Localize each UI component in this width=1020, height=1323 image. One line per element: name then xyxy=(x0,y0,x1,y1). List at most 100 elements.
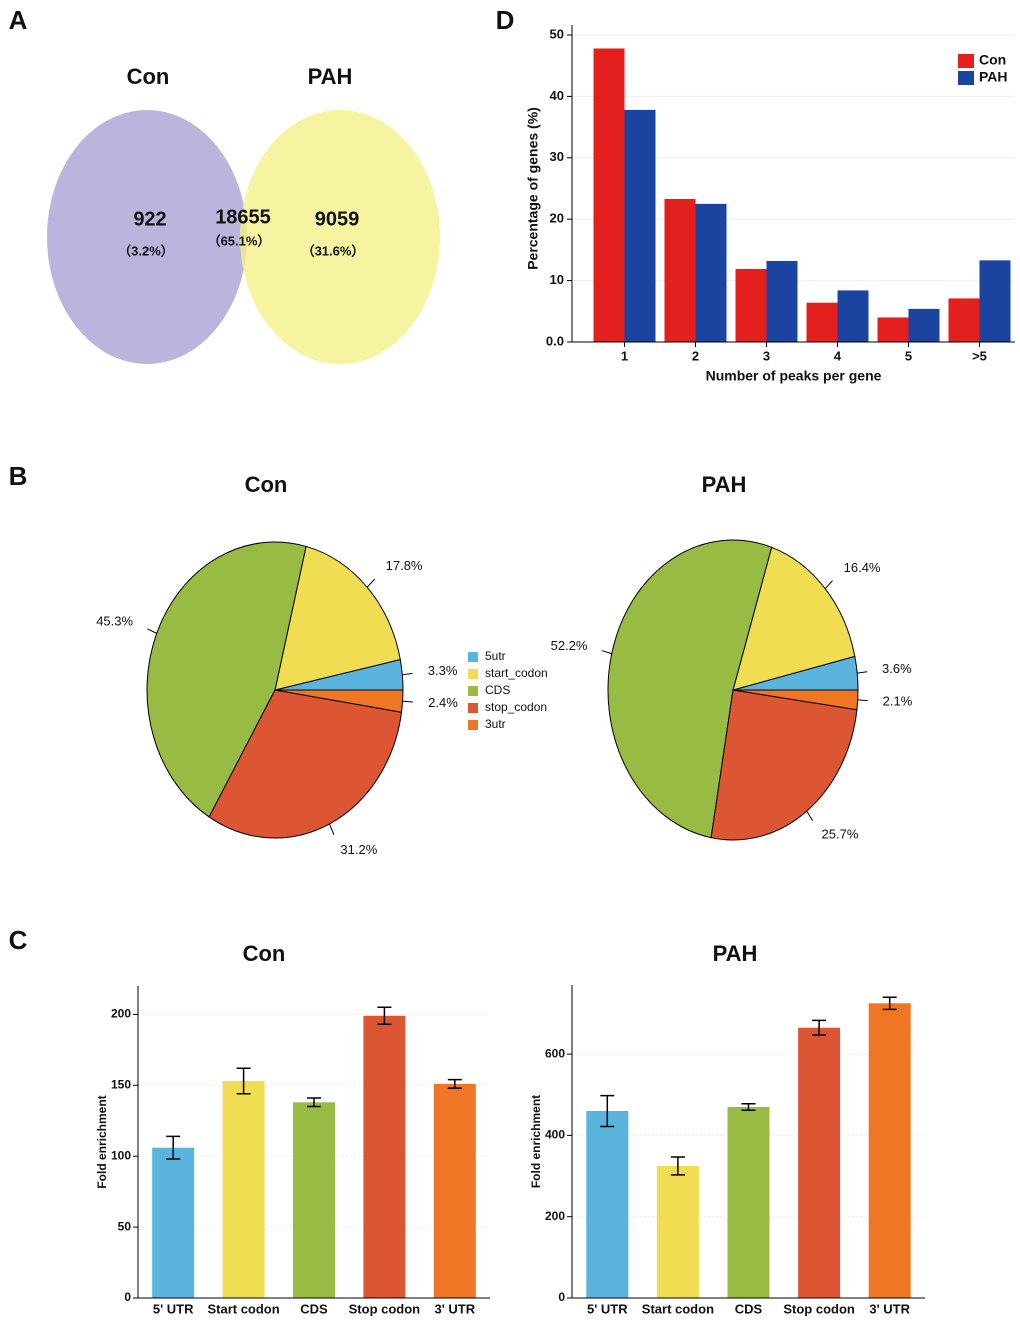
bar xyxy=(624,109,656,343)
y-tick-label: 200 xyxy=(111,1007,131,1021)
error-bar xyxy=(447,1078,462,1089)
bar xyxy=(908,308,940,342)
slice-label: 3.3% xyxy=(428,663,458,678)
leader-line xyxy=(329,823,335,835)
legend-label: Con xyxy=(979,52,1006,68)
bar xyxy=(806,302,838,342)
slice-label: 2.4% xyxy=(428,695,458,710)
leader-line xyxy=(857,699,868,702)
y-axis-label: Fold enrichment xyxy=(95,1095,109,1188)
x-tick-label: >5 xyxy=(972,348,987,363)
pie-slice xyxy=(732,689,859,711)
y-tick-label: 0.0 xyxy=(546,333,564,348)
pie-slice xyxy=(208,689,403,839)
bar xyxy=(593,48,625,343)
panel-label: B xyxy=(9,461,28,491)
chart-title: PAH xyxy=(713,941,758,966)
error-bar xyxy=(236,1067,251,1095)
x-axis-label: Number of peaks per gene xyxy=(706,368,882,384)
x-tick-label: 3' UTR xyxy=(434,1301,475,1316)
leader-line xyxy=(147,628,157,634)
bar xyxy=(664,198,696,342)
region-percent: （65.1%） xyxy=(208,233,271,248)
pie-slice xyxy=(607,539,773,839)
leader-line xyxy=(402,700,413,703)
y-tick-label: 20 xyxy=(550,211,564,226)
bar xyxy=(656,1165,699,1298)
bar xyxy=(837,290,869,342)
chart-title: Con xyxy=(243,941,286,966)
legend-label: PAH xyxy=(979,69,1008,85)
error-bar xyxy=(307,1097,321,1108)
bar xyxy=(152,1147,195,1298)
region-count: 18655 xyxy=(215,206,271,228)
error-bar xyxy=(166,1135,181,1160)
legend-swatch xyxy=(468,686,478,696)
y-axis-label: Percentage of genes (%) xyxy=(525,107,541,270)
x-tick-label: 5' UTR xyxy=(153,1301,194,1316)
y-tick-label: 10 xyxy=(550,272,564,287)
leader-line xyxy=(824,580,833,590)
region-percent: （31.6%） xyxy=(302,243,365,258)
x-tick-label: Start codon xyxy=(207,1301,279,1316)
y-tick-label: 100 xyxy=(111,1148,131,1162)
legend-swatch xyxy=(468,652,478,662)
pie-slice xyxy=(732,546,856,691)
bar xyxy=(868,1003,911,1298)
legend-swatch xyxy=(468,669,478,679)
leader-line xyxy=(857,671,868,674)
slice-label: 31.2% xyxy=(340,842,377,857)
slice-label: 17.8% xyxy=(386,558,423,573)
region-count: 9059 xyxy=(315,208,360,230)
bar xyxy=(979,260,1011,342)
bar xyxy=(695,203,727,342)
error-bar xyxy=(600,1094,615,1128)
y-tick-label: 0 xyxy=(558,1290,565,1304)
y-tick-label: 50 xyxy=(118,1219,132,1233)
bar xyxy=(586,1111,629,1298)
slice-label: 3.6% xyxy=(882,661,912,676)
x-tick-label: Start codon xyxy=(642,1301,714,1316)
bar xyxy=(766,260,798,342)
set-label: PAH xyxy=(308,64,353,89)
legend-swatch xyxy=(468,703,478,713)
x-tick-label: 1 xyxy=(621,348,628,363)
set-label: Con xyxy=(127,64,170,89)
y-tick-label: 200 xyxy=(545,1209,565,1223)
panel-label: C xyxy=(9,925,28,955)
x-tick-label: CDS xyxy=(300,1301,328,1316)
legend-swatch xyxy=(958,71,974,85)
legend-swatch xyxy=(468,720,478,730)
bar xyxy=(948,298,980,342)
set-circle xyxy=(47,110,247,364)
y-tick-label: 150 xyxy=(111,1077,131,1091)
pie-slice xyxy=(274,545,401,691)
leader-line xyxy=(601,650,612,655)
legend-label: start_codon xyxy=(485,666,548,680)
panel-label: D xyxy=(496,5,515,35)
legend-label: stop_codon xyxy=(485,700,547,714)
bar xyxy=(222,1081,265,1298)
error-bar xyxy=(741,1102,756,1111)
slice-label: 52.2% xyxy=(551,638,588,653)
x-tick-label: 5' UTR xyxy=(587,1301,628,1316)
slice-label: 25.7% xyxy=(822,827,859,842)
region-count: 922 xyxy=(133,208,166,230)
legend-label: 5utr xyxy=(485,649,506,663)
error-bar xyxy=(812,1019,827,1036)
slice-label: 2.1% xyxy=(883,693,913,708)
bar xyxy=(877,317,909,342)
pie-title: PAH xyxy=(702,472,747,497)
legend-swatch xyxy=(958,54,974,68)
legend-label: CDS xyxy=(485,683,510,697)
y-tick-label: 40 xyxy=(550,88,564,103)
leader-line xyxy=(402,672,413,676)
y-tick-label: 0 xyxy=(124,1290,131,1304)
x-tick-label: 3' UTR xyxy=(869,1301,910,1316)
error-bar xyxy=(377,1006,392,1026)
x-tick-label: Stop codon xyxy=(783,1301,855,1316)
bar xyxy=(433,1083,476,1298)
legend-label: 3utr xyxy=(485,717,506,731)
pie-title: Con xyxy=(245,472,288,497)
pie-slice xyxy=(274,689,404,713)
